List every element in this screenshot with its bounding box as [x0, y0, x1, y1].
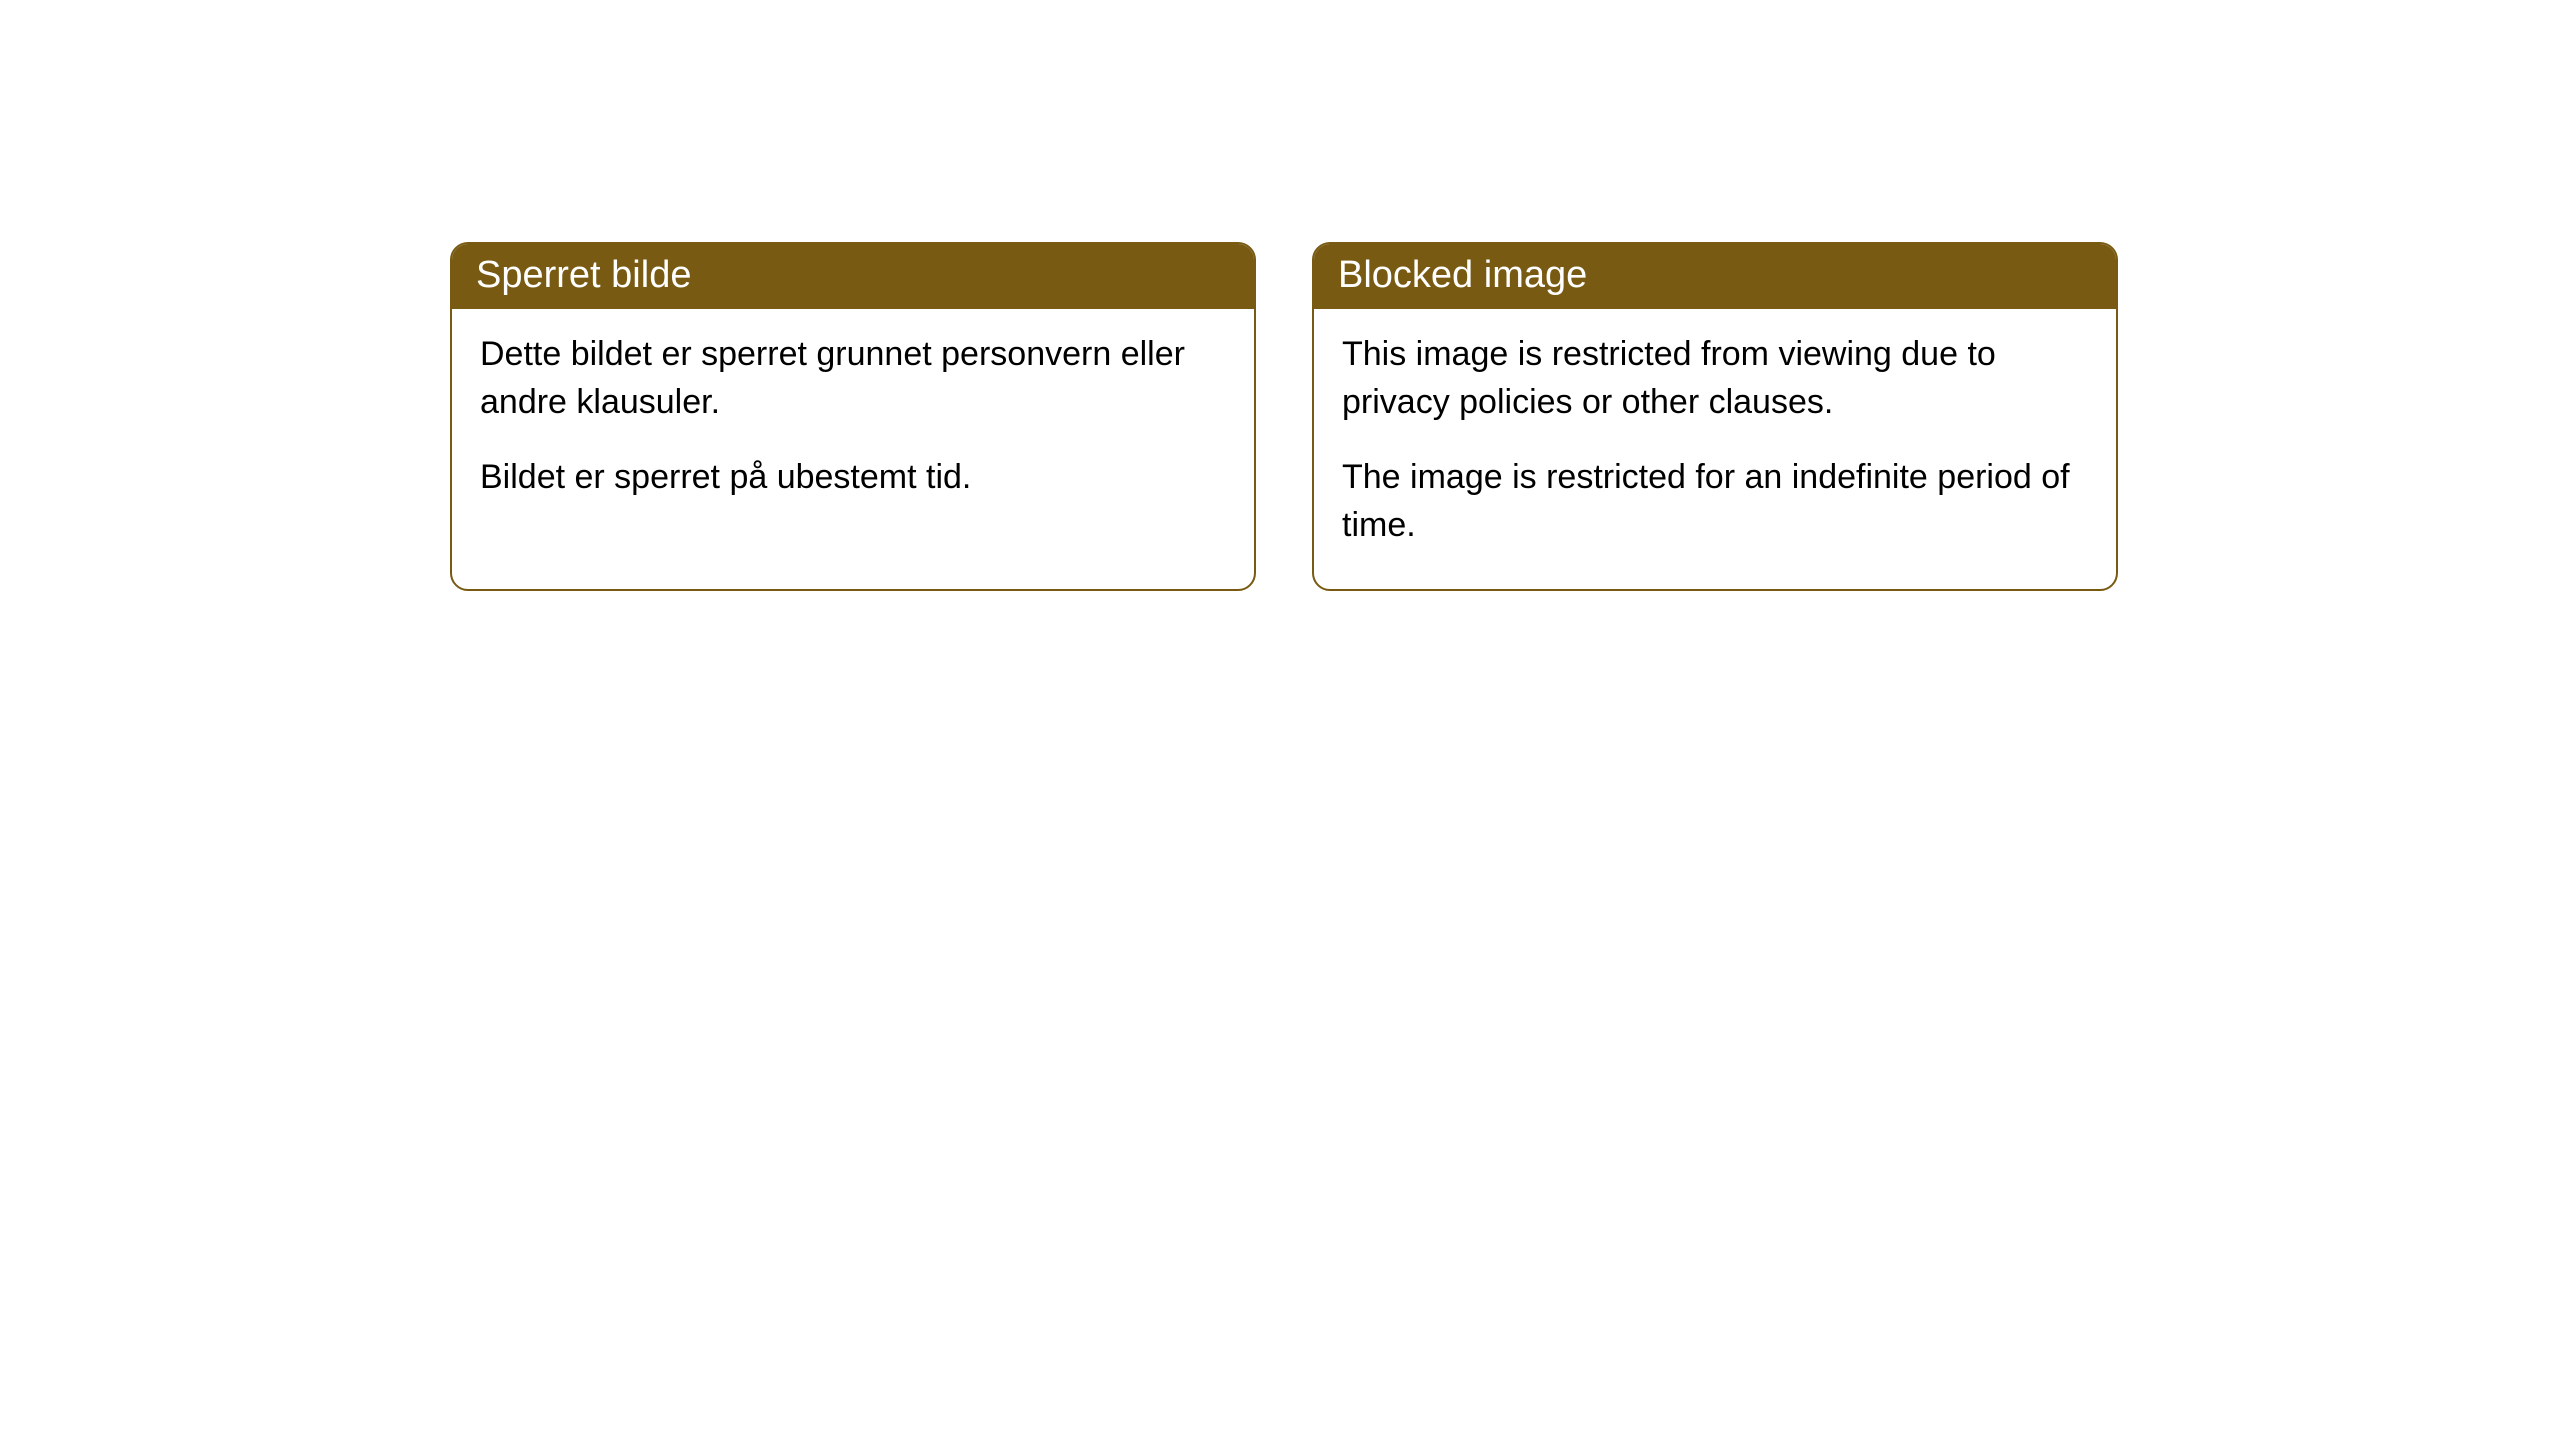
card-paragraph: This image is restricted from viewing du…	[1342, 331, 2088, 426]
card-body: This image is restricted from viewing du…	[1314, 309, 2116, 589]
card-body: Dette bildet er sperret grunnet personve…	[452, 309, 1254, 542]
card-paragraph: The image is restricted for an indefinit…	[1342, 454, 2088, 549]
card-title: Sperret bilde	[476, 254, 691, 296]
notice-card-norwegian: Sperret bilde Dette bildet er sperret gr…	[450, 242, 1256, 591]
notice-cards-container: Sperret bilde Dette bildet er sperret gr…	[450, 242, 2118, 591]
notice-card-english: Blocked image This image is restricted f…	[1312, 242, 2118, 591]
card-header: Sperret bilde	[452, 244, 1254, 309]
card-paragraph: Dette bildet er sperret grunnet personve…	[480, 331, 1226, 426]
card-title: Blocked image	[1338, 254, 1587, 296]
card-paragraph: Bildet er sperret på ubestemt tid.	[480, 454, 1226, 502]
card-header: Blocked image	[1314, 244, 2116, 309]
